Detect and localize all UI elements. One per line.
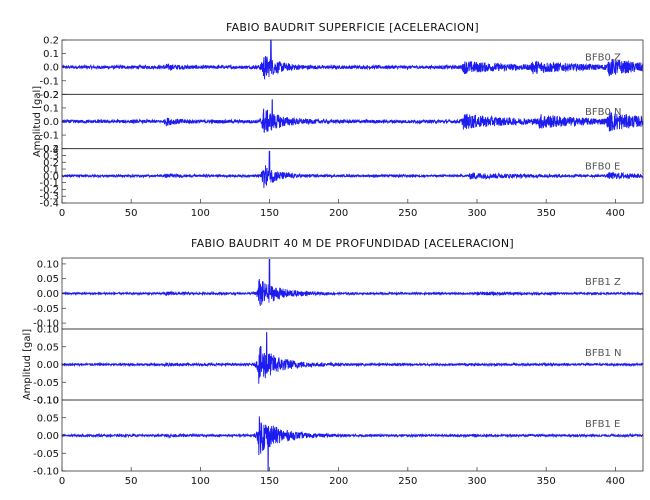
- y-tick-label: -0.05: [33, 449, 59, 460]
- y-tick-label: 0.05: [37, 274, 59, 285]
- channel-label: BFB0 E: [585, 161, 620, 172]
- y-tick-label: -0.10: [33, 396, 59, 407]
- y-axis-label: Amplitud [gal]: [32, 86, 43, 157]
- x-tick-label: 50: [125, 476, 138, 487]
- y-tick-label: -0.1: [39, 76, 59, 87]
- y-tick-label: 0.00: [37, 360, 59, 371]
- x-tick-label: 200: [329, 208, 348, 219]
- x-tick-label: 200: [329, 476, 348, 487]
- chart-title: FABIO BAUDRIT 40 M DE PROFUNDIDAD [ACELE…: [191, 237, 514, 250]
- y-tick-label: 0.10: [37, 396, 59, 407]
- y-tick-label: -0.1: [39, 131, 59, 142]
- y-tick-label: -0.2: [39, 185, 59, 196]
- y-tick-label: 0.3: [43, 151, 59, 162]
- x-tick-label: 0: [59, 476, 65, 487]
- x-tick-label: 100: [191, 208, 210, 219]
- y-tick-label: 0.2: [43, 158, 59, 169]
- chart-title: FABIO BAUDRIT SUPERFICIE [ACELERACION]: [226, 21, 479, 34]
- y-tick-label: 0.0: [43, 63, 59, 74]
- y-tick-label: 0.05: [37, 413, 59, 424]
- trace-line: [61, 99, 644, 133]
- y-tick-label: 0.00: [37, 289, 59, 300]
- y-tick-label: -0.10: [33, 467, 59, 478]
- x-tick-label: 400: [606, 208, 625, 219]
- x-tick-label: 350: [537, 208, 556, 219]
- y-tick-label: 0.2: [43, 36, 59, 47]
- x-tick-label: 100: [191, 476, 210, 487]
- y-tick-label: 0.4: [43, 144, 59, 155]
- x-tick-label: 300: [467, 208, 486, 219]
- channel-label: BFB1 E: [585, 419, 620, 430]
- x-tick-label: 250: [398, 476, 417, 487]
- y-tick-label: -0.05: [33, 378, 59, 389]
- trace-line: [61, 150, 644, 188]
- y-tick-label: 0.05: [37, 342, 59, 353]
- channel-label: BFB0 N: [585, 107, 622, 118]
- trace-panel: -0.10 -0.05 0.00 0.05 0.10 BFB1 E: [33, 396, 644, 478]
- y-tick-label: 0.1: [43, 49, 59, 60]
- y-tick-label: -0.2: [39, 144, 59, 155]
- x-tick-label: 150: [260, 476, 279, 487]
- y-tick-label: -0.3: [39, 192, 59, 203]
- y-tick-label: -0.2: [39, 90, 59, 101]
- y-tick-label: 0.2: [43, 90, 59, 101]
- y-tick-label: -0.4: [39, 199, 59, 210]
- x-tick-label: 250: [398, 208, 417, 219]
- x-tick-label: 400: [606, 476, 625, 487]
- y-tick-label: -0.05: [33, 304, 59, 315]
- chart-group-2: FABIO BAUDRIT 40 M DE PROFUNDIDAD [ACELE…: [22, 237, 644, 487]
- y-tick-label: 0.1: [43, 165, 59, 176]
- x-tick-label: 150: [260, 208, 279, 219]
- chart-group-1: FABIO BAUDRIT SUPERFICIE [ACELERACION] Am…: [32, 21, 644, 219]
- channel-label: BFB0 Z: [585, 53, 621, 64]
- channel-label: BFB1 Z: [585, 277, 621, 288]
- trace-line: [61, 39, 644, 80]
- trace-line: [61, 416, 644, 472]
- y-tick-label: 0.00: [37, 431, 59, 442]
- channel-label: BFB1 N: [585, 348, 622, 359]
- y-tick-label: 0.0: [43, 117, 59, 128]
- y-tick-label: 0.10: [37, 325, 59, 336]
- x-tick-label: 0: [59, 208, 65, 219]
- trace-line: [61, 332, 644, 384]
- trace-panel: -0.10 -0.05 0.00 0.05 0.10 BFB1 Z: [33, 257, 644, 330]
- x-tick-label: 50: [125, 208, 138, 219]
- x-tick-label: 300: [467, 476, 486, 487]
- trace-line: [61, 259, 644, 306]
- y-tick-label: 0.1: [43, 103, 59, 114]
- y-axis-label: Amplitud [gal]: [22, 329, 33, 400]
- y-tick-label: -0.1: [39, 178, 59, 189]
- trace-panel: -0.2 -0.1 0.0 0.1 0.2 BFB0 N: [39, 90, 644, 155]
- y-tick-label: -0.10: [33, 319, 59, 330]
- y-tick-label: 0.0: [43, 171, 59, 182]
- trace-panel: -0.10 -0.05 0.00 0.05 0.10 BFB1 N: [33, 325, 644, 407]
- trace-panel: -0.2 -0.1 0.0 0.1 0.2 BFB0 Z: [39, 36, 644, 101]
- y-tick-label: 0.10: [37, 259, 59, 270]
- x-tick-label: 350: [537, 476, 556, 487]
